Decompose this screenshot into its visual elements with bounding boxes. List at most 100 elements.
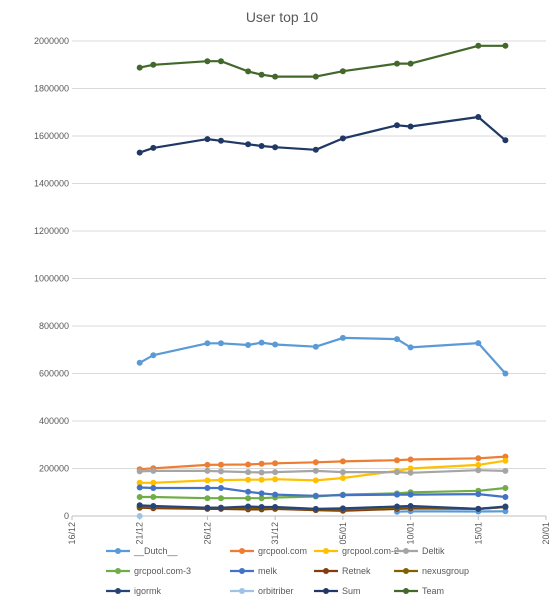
data-point bbox=[407, 60, 414, 67]
data-point bbox=[475, 467, 482, 474]
data-point bbox=[258, 460, 265, 467]
data-point bbox=[218, 495, 224, 502]
data-point bbox=[136, 502, 143, 509]
x-tick-label: 26/12 bbox=[202, 522, 212, 545]
legend-label: orbitriber bbox=[258, 586, 294, 596]
legend-marker bbox=[403, 568, 409, 574]
data-point bbox=[407, 503, 414, 509]
plot-area bbox=[136, 42, 509, 519]
data-point bbox=[407, 469, 414, 476]
data-point bbox=[258, 495, 265, 502]
data-point bbox=[204, 467, 211, 474]
data-point bbox=[218, 340, 224, 347]
data-point bbox=[136, 494, 143, 500]
legend-label: melk bbox=[258, 566, 278, 576]
data-point bbox=[245, 495, 252, 502]
data-point bbox=[502, 485, 509, 491]
legend-marker bbox=[239, 548, 245, 554]
data-point bbox=[407, 123, 414, 130]
data-point bbox=[258, 469, 265, 476]
legend-marker bbox=[115, 588, 121, 594]
data-point bbox=[258, 143, 265, 149]
data-point bbox=[204, 495, 211, 502]
data-point bbox=[339, 505, 346, 512]
x-tick-label: 20/01 bbox=[541, 522, 551, 545]
y-tick-label: 1200000 bbox=[34, 226, 69, 236]
data-point bbox=[272, 460, 279, 467]
legend-marker bbox=[239, 568, 245, 574]
data-point bbox=[312, 467, 319, 474]
data-point bbox=[475, 505, 482, 512]
data-point bbox=[272, 341, 279, 348]
legend-marker bbox=[115, 568, 121, 574]
data-point bbox=[312, 73, 319, 80]
data-point bbox=[394, 336, 400, 343]
data-point bbox=[475, 491, 482, 498]
y-tick-label: 1000000 bbox=[34, 274, 69, 284]
data-point bbox=[218, 137, 224, 144]
data-point bbox=[136, 513, 143, 519]
x-tick-label: 31/12 bbox=[270, 522, 280, 545]
data-point bbox=[218, 468, 224, 475]
y-tick-label: 2000000 bbox=[34, 36, 69, 46]
legend-label: grcpool.com bbox=[258, 546, 307, 556]
data-point bbox=[272, 491, 279, 498]
x-axis: 16/12 21/12 26/12 31/12 05/01 10/01 15/01 20/01 bbox=[67, 516, 551, 545]
legend-marker bbox=[239, 588, 245, 594]
y-tick-label: 1400000 bbox=[34, 179, 69, 189]
data-point bbox=[502, 508, 509, 515]
y-tick-label: 1800000 bbox=[34, 84, 69, 94]
data-point bbox=[218, 504, 224, 511]
series-line-deltik bbox=[139, 469, 506, 474]
legend-label: __Dutch__ bbox=[133, 546, 179, 556]
y-tick-label: 600000 bbox=[39, 369, 69, 379]
legend-label: grcpool.com-3 bbox=[134, 566, 191, 576]
data-point bbox=[136, 149, 143, 156]
data-point bbox=[245, 141, 252, 148]
data-point bbox=[150, 61, 157, 68]
data-point bbox=[258, 490, 265, 497]
data-point bbox=[339, 135, 346, 142]
legend-marker bbox=[323, 588, 329, 594]
data-point bbox=[204, 340, 211, 347]
data-point bbox=[245, 503, 252, 510]
data-point bbox=[245, 488, 252, 495]
data-point bbox=[204, 461, 211, 468]
data-point bbox=[204, 136, 211, 143]
data-point bbox=[312, 505, 319, 512]
data-point bbox=[502, 370, 509, 377]
data-point bbox=[272, 469, 279, 476]
data-point bbox=[339, 458, 346, 465]
legend-label: grcpool.com-2 bbox=[342, 546, 399, 556]
data-point bbox=[339, 492, 346, 499]
x-tick-label: 15/01 bbox=[473, 522, 483, 545]
data-point bbox=[312, 492, 319, 499]
data-point bbox=[245, 461, 252, 468]
data-point bbox=[258, 504, 265, 510]
y-tick-label: 800000 bbox=[39, 321, 69, 331]
data-point bbox=[218, 461, 224, 468]
data-point bbox=[245, 476, 252, 483]
data-point bbox=[204, 485, 211, 491]
data-point bbox=[136, 359, 143, 366]
legend-marker bbox=[403, 588, 409, 594]
data-point bbox=[502, 467, 509, 474]
series-line-team bbox=[139, 44, 506, 78]
series-line-sum bbox=[139, 115, 507, 154]
data-point bbox=[204, 477, 211, 484]
data-point bbox=[245, 469, 252, 476]
data-point bbox=[339, 68, 346, 75]
series-line-dutch-upper bbox=[139, 336, 507, 375]
data-point bbox=[407, 344, 414, 351]
grid bbox=[72, 40, 546, 517]
data-point bbox=[407, 491, 414, 498]
legend-label: Sum bbox=[342, 586, 361, 596]
data-point bbox=[272, 504, 279, 510]
data-point bbox=[394, 457, 400, 464]
data-point bbox=[136, 479, 143, 486]
data-point bbox=[312, 459, 319, 466]
data-point bbox=[150, 352, 157, 359]
data-point bbox=[339, 469, 346, 476]
data-point bbox=[339, 475, 346, 481]
